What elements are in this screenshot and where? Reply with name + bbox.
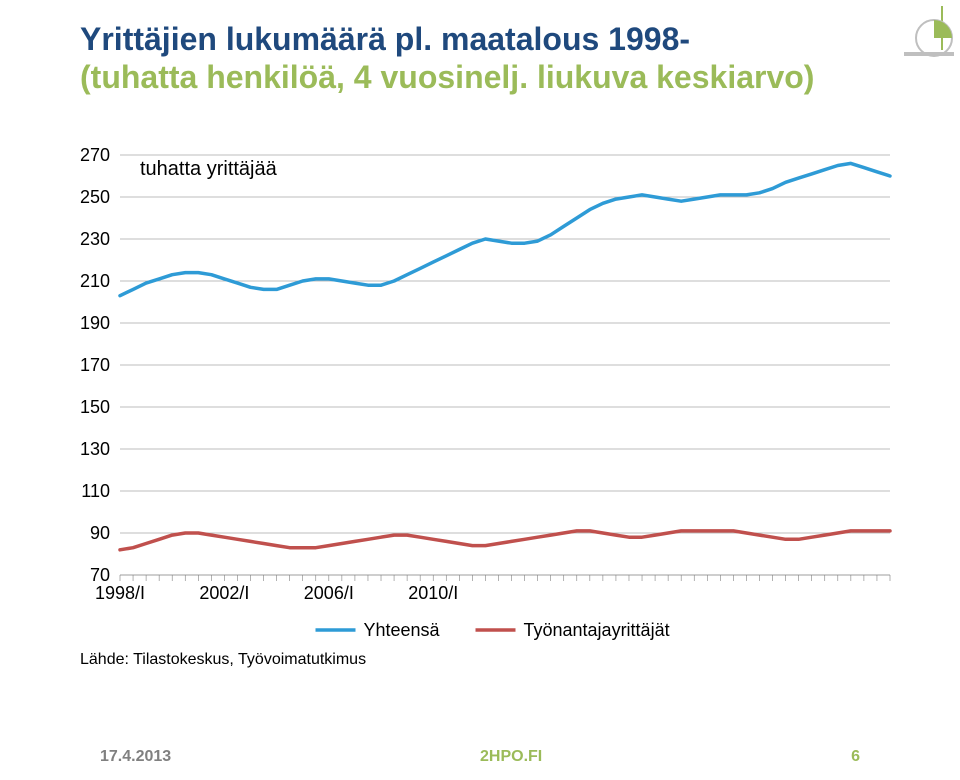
svg-text:2002/I: 2002/I: [199, 583, 249, 603]
svg-text:170: 170: [80, 355, 110, 375]
svg-text:2010/I: 2010/I: [408, 583, 458, 603]
svg-text:230: 230: [80, 229, 110, 249]
footer: 17.4.2013 2HPO.FI 6: [0, 748, 960, 766]
svg-text:1998/I: 1998/I: [95, 583, 145, 603]
logo: [884, 6, 954, 76]
svg-text:110: 110: [81, 481, 110, 501]
footer-site: 2HPO.FI: [480, 748, 542, 766]
line-chart: 70 90 110 130 150 170 190 210 230 250 270 tuhatta y…: [60, 140, 900, 690]
svg-text:190: 190: [80, 313, 110, 333]
footer-page: 6: [851, 748, 860, 766]
svg-text:250: 250: [80, 187, 110, 207]
title-line-2: (tuhatta henkilöä, 4 vuosinelj. liukuva …: [80, 58, 880, 96]
svg-text:2006/I: 2006/I: [304, 583, 354, 603]
svg-text:Työnantajayrittäjät: Työnantajayrittäjät: [524, 620, 670, 640]
chart-title: Yrittäjien lukumäärä pl. maatalous 1998-…: [80, 20, 880, 97]
svg-text:70: 70: [90, 565, 110, 585]
svg-text:130: 130: [80, 439, 110, 459]
svg-text:150: 150: [80, 397, 110, 417]
svg-text:270: 270: [80, 145, 110, 165]
title-line-1: Yrittäjien lukumäärä pl. maatalous 1998-: [80, 20, 880, 58]
svg-text:Yhteensä: Yhteensä: [364, 620, 441, 640]
svg-text:tuhatta yrittäjää: tuhatta yrittäjää: [140, 158, 278, 180]
svg-text:90: 90: [90, 523, 110, 543]
svg-text:210: 210: [80, 271, 110, 291]
footer-date: 17.4.2013: [100, 748, 171, 766]
svg-text:Lähde: Tilastokeskus, Työvoima: Lähde: Tilastokeskus, Työvoimatutkimus: [80, 651, 366, 668]
